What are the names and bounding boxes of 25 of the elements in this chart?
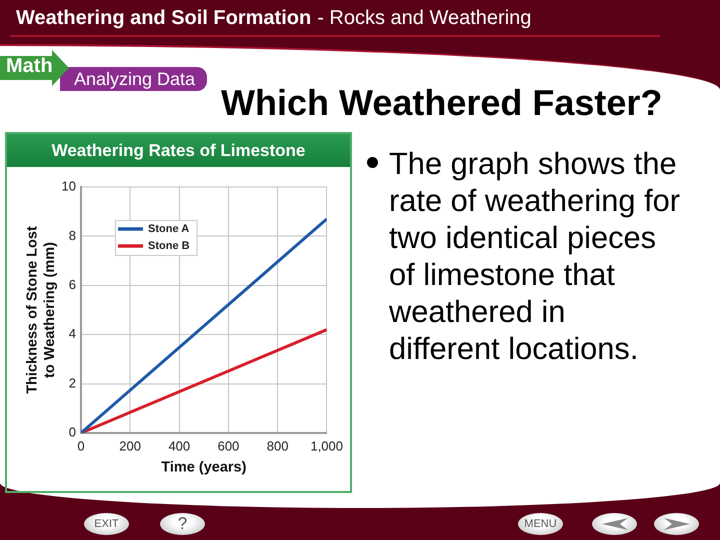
y-tick-label: 0 (68, 424, 76, 440)
label-tab: Analyzing Data (60, 67, 207, 91)
legend-label: Stone A (148, 223, 190, 236)
text: Which Weathered Faster? (221, 82, 662, 123)
y-tick-label: 4 (68, 326, 76, 342)
y-tick-label: 6 (68, 276, 76, 292)
x-tick-label: 1,000 (310, 438, 344, 454)
text: - Rocks and Weathering (317, 7, 532, 29)
y-axis-title: Thickness of Stone Lost to Weathering (mm) (24, 226, 58, 394)
text: The graph shows the rate of weathering for two identical pieces of limestone that weathered in different locations. (389, 145, 682, 367)
title-banner: Weathering Rates of Limestone (7, 134, 350, 167)
x-tick-label: 600 (218, 438, 240, 454)
text: Weathering and Soil Formation (16, 7, 312, 29)
help-button: ? (160, 513, 205, 535)
x-tick-label: 200 (119, 438, 141, 454)
y-tick-label: 8 (68, 228, 76, 243)
x-tick-label: 400 (168, 438, 190, 454)
x-tick-label: 800 (266, 438, 288, 454)
x-axis-title: Time (years) (161, 459, 247, 476)
legend-label: Stone B (148, 240, 190, 252)
y-tick-label: 10 (62, 178, 76, 194)
exit-button: EXIT (84, 513, 129, 535)
menu-button: MENU (518, 513, 563, 535)
y-tick-label: 2 (68, 375, 76, 390)
text: Math (6, 55, 53, 78)
